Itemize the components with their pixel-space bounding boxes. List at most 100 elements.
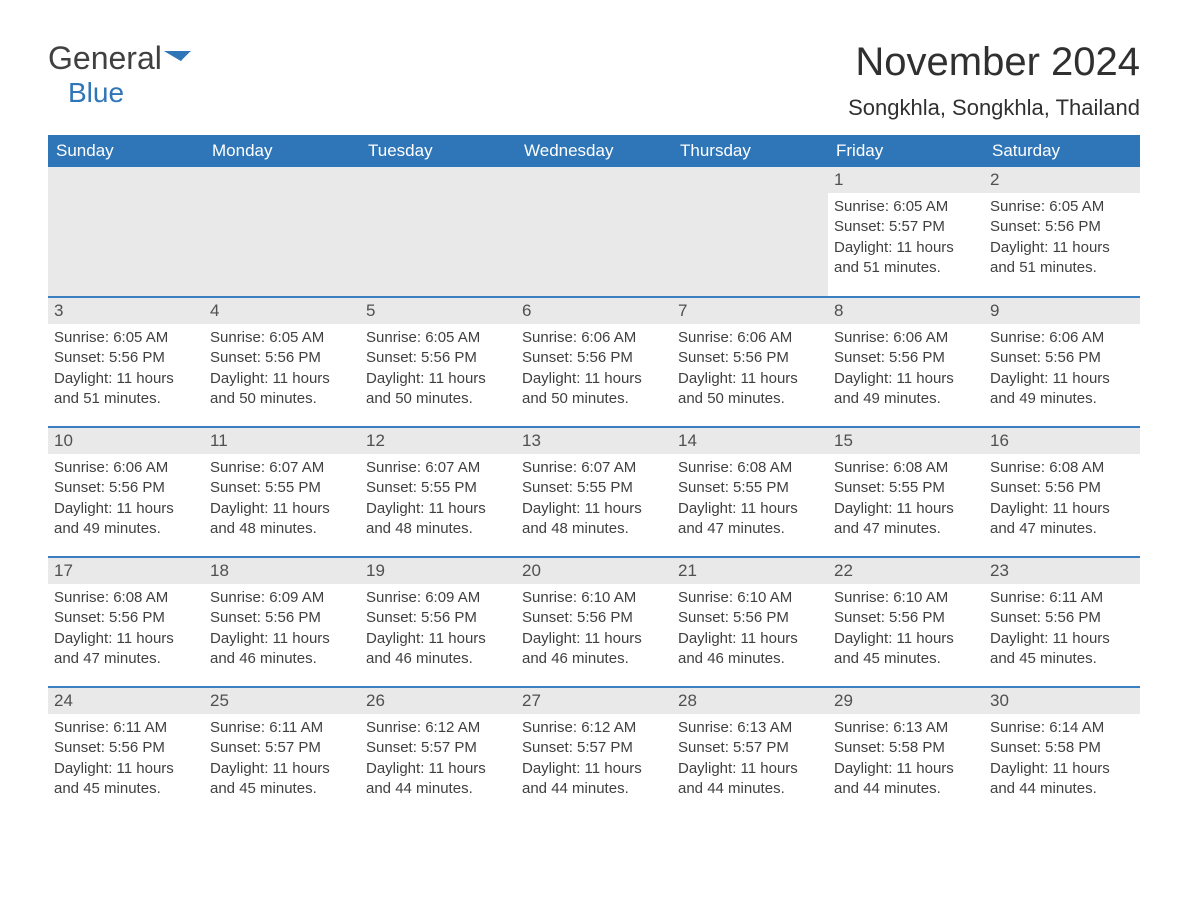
sunset-line: Sunset: 5:55 PM xyxy=(210,479,321,496)
sunrise-line: Sunrise: 6:05 AM xyxy=(210,329,324,346)
sunrise-line: Sunrise: 6:10 AM xyxy=(678,589,792,606)
day-number: 12 xyxy=(360,428,516,454)
page-title: November 2024 xyxy=(848,40,1140,85)
sunrise-line: Sunrise: 6:13 AM xyxy=(834,719,948,736)
day-body: Sunrise: 6:09 AMSunset: 5:56 PMDaylight:… xyxy=(204,584,360,673)
daylight-line: Daylight: 11 hours and 45 minutes. xyxy=(210,760,330,797)
calendar-cell: 28Sunrise: 6:13 AMSunset: 5:57 PMDayligh… xyxy=(672,687,828,817)
sunset-line: Sunset: 5:57 PM xyxy=(522,739,633,756)
location-subtitle: Songkhla, Songkhla, Thailand xyxy=(848,95,1140,121)
daylight-line: Daylight: 11 hours and 50 minutes. xyxy=(210,370,330,407)
daylight-line: Daylight: 11 hours and 50 minutes. xyxy=(678,370,798,407)
daylight-line: Daylight: 11 hours and 44 minutes. xyxy=(522,760,642,797)
calendar-cell: 20Sunrise: 6:10 AMSunset: 5:56 PMDayligh… xyxy=(516,557,672,687)
day-body: Sunrise: 6:10 AM Sunset: 5:56 PM Daylight:… xyxy=(672,584,828,673)
sunrise-line: Sunrise: 6:12 AM xyxy=(522,719,636,736)
daylight-line: Daylight: 11 hours and 47 minutes. xyxy=(990,500,1110,537)
sunset-line: Sunset: 5:56 PM xyxy=(990,479,1101,496)
calendar-cell: 26Sunrise: 6:12 AMSunset: 5:57 PMDayligh… xyxy=(360,687,516,817)
daylight-line: Daylight: 11 hours and 46 minutes. xyxy=(210,630,330,667)
day-number: 22 xyxy=(828,558,984,584)
calendar-week-row: 10Sunrise: 6:06 AMSunset: 5:56 PMDayligh… xyxy=(48,427,1140,557)
day-number: 15 xyxy=(828,428,984,454)
day-body: Sunrise: 6:09 AMSunset: 5:56 PMDaylight:… xyxy=(360,584,516,673)
col-header: Tuesday xyxy=(360,135,516,167)
sunset-line: Sunset: 5:56 PM xyxy=(210,609,321,626)
sunrise-line: Sunrise: 6:09 AM xyxy=(366,589,480,606)
day-number: 29 xyxy=(828,688,984,714)
daylight-line: Daylight: 11 hours and 48 minutes. xyxy=(210,500,330,537)
day-number: 21 xyxy=(672,558,828,584)
day-body: Sunrise: 6:11 AMSunset: 5:56 PMDaylight:… xyxy=(984,584,1140,673)
sunrise-line: Sunrise: 6:11 AM xyxy=(210,719,323,736)
sunrise-line: Sunrise: 6:05 AM xyxy=(366,329,480,346)
calendar-cell xyxy=(204,167,360,297)
day-body: Sunrise: 6:13 AMSunset: 5:57 PMDaylight:… xyxy=(672,714,828,803)
sunset-line: Sunset: 5:56 PM xyxy=(834,609,945,626)
day-number: 25 xyxy=(204,688,360,714)
sunrise-line: Sunrise: 6:08 AM xyxy=(834,459,948,476)
sunrise-line: Sunrise: 6:11 AM xyxy=(54,719,167,736)
daylight-line: Daylight: 11 hours and 46 minutes. xyxy=(522,630,642,667)
daylight-line: Daylight: 11 hours and 49 minutes. xyxy=(54,500,174,537)
daylight-line: Daylight: 11 hours and 46 minutes. xyxy=(678,630,798,667)
day-number: 3 xyxy=(48,298,204,324)
sunset-line: Sunset: 5:56 PM xyxy=(678,609,789,626)
calendar-cell: 9Sunrise: 6:06 AMSunset: 5:56 PMDaylight… xyxy=(984,297,1140,427)
col-header: Saturday xyxy=(984,135,1140,167)
day-number: 28 xyxy=(672,688,828,714)
day-number: 9 xyxy=(984,298,1140,324)
calendar-cell: 4 Sunrise: 6:05 AM Sunset: 5:56 PM Daylight… xyxy=(204,297,360,427)
day-number: 7 xyxy=(672,298,828,324)
calendar-cell: 8Sunrise: 6:06 AMSunset: 5:56 PMDaylight… xyxy=(828,297,984,427)
calendar-cell: 23Sunrise: 6:11 AMSunset: 5:56 PMDayligh… xyxy=(984,557,1140,687)
day-body: Sunrise: 6:05 AMSunset: 5:57 PMDaylight:… xyxy=(828,193,984,282)
daylight-line: Daylight: 11 hours and 51 minutes. xyxy=(990,239,1110,276)
day-body: Sunrise: 6:10 AMSunset: 5:56 PMDaylight:… xyxy=(516,584,672,673)
calendar-week-row: 17Sunrise: 6:08 AMSunset: 5:56 PMDayligh… xyxy=(48,557,1140,687)
calendar-cell xyxy=(516,167,672,297)
sunset-line: Sunset: 5:57 PM xyxy=(678,739,789,756)
calendar-cell: 14Sunrise: 6:08 AMSunset: 5:55 PMDayligh… xyxy=(672,427,828,557)
sunset-line: Sunset: 5:56 PM xyxy=(54,479,165,496)
logo-text-blue: Blue xyxy=(68,77,124,108)
calendar-cell: 10Sunrise: 6:06 AMSunset: 5:56 PMDayligh… xyxy=(48,427,204,557)
day-number: 13 xyxy=(516,428,672,454)
col-header: Thursday xyxy=(672,135,828,167)
calendar-week-row: 1Sunrise: 6:05 AMSunset: 5:57 PMDaylight… xyxy=(48,167,1140,297)
day-body: Sunrise: 6:06 AMSunset: 5:56 PMDaylight:… xyxy=(516,324,672,413)
calendar-cell: 16Sunrise: 6:08 AMSunset: 5:56 PMDayligh… xyxy=(984,427,1140,557)
day-body: Sunrise: 6:05 AM Sunset: 5:56 PM Daylight:… xyxy=(204,324,360,413)
sunrise-line: Sunrise: 6:13 AM xyxy=(678,719,792,736)
sunset-line: Sunset: 5:56 PM xyxy=(990,609,1101,626)
day-body: Sunrise: 6:10 AMSunset: 5:56 PMDaylight:… xyxy=(828,584,984,673)
day-number: 5 xyxy=(360,298,516,324)
day-number: 23 xyxy=(984,558,1140,584)
sunrise-line: Sunrise: 6:07 AM xyxy=(522,459,636,476)
sunset-line: Sunset: 5:56 PM xyxy=(54,609,165,626)
day-body: Sunrise: 6:14 AMSunset: 5:58 PMDaylight:… xyxy=(984,714,1140,803)
sunset-line: Sunset: 5:58 PM xyxy=(834,739,945,756)
day-body: Sunrise: 6:07 AMSunset: 5:55 PMDaylight:… xyxy=(204,454,360,543)
sunset-line: Sunset: 5:55 PM xyxy=(678,479,789,496)
day-number: 11 xyxy=(204,428,360,454)
daylight-line: Daylight: 11 hours and 51 minutes. xyxy=(834,239,954,276)
sunset-line: Sunset: 5:58 PM xyxy=(990,739,1101,756)
day-number: 19 xyxy=(360,558,516,584)
day-body: Sunrise: 6:08 AMSunset: 5:55 PMDaylight:… xyxy=(828,454,984,543)
day-body: Sunrise: 6:06 AMSunset: 5:56 PMDaylight:… xyxy=(828,324,984,413)
sunrise-line: Sunrise: 6:06 AM xyxy=(990,329,1104,346)
logo: General Blue xyxy=(48,40,198,109)
sunrise-line: Sunrise: 6:06 AM xyxy=(522,329,636,346)
day-body: Sunrise: 6:08 AMSunset: 5:55 PMDaylight:… xyxy=(672,454,828,543)
sunset-line: Sunset: 5:56 PM xyxy=(210,349,321,366)
sunset-line: Sunset: 5:56 PM xyxy=(366,609,477,626)
sunrise-line: Sunrise: 6:05 AM xyxy=(54,329,168,346)
day-number: 4 xyxy=(204,298,360,324)
day-body: Sunrise: 6:13 AMSunset: 5:58 PMDaylight:… xyxy=(828,714,984,803)
calendar-cell: 21 Sunrise: 6:10 AM Sunset: 5:56 PM Dayligh… xyxy=(672,557,828,687)
calendar-cell: 2Sunrise: 6:05 AMSunset: 5:56 PMDaylight… xyxy=(984,167,1140,297)
sunrise-line: Sunrise: 6:05 AM xyxy=(990,198,1104,215)
day-body: Sunrise: 6:12 AMSunset: 5:57 PMDaylight:… xyxy=(360,714,516,803)
calendar-cell: 29Sunrise: 6:13 AMSunset: 5:58 PMDayligh… xyxy=(828,687,984,817)
